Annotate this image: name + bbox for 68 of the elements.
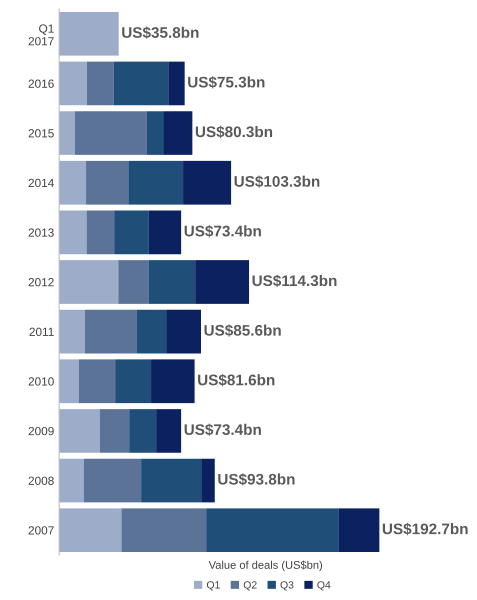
y-tick-label: 2008: [28, 476, 54, 485]
bar: [129, 409, 156, 453]
bar: [87, 62, 114, 106]
bar: [59, 12, 119, 56]
bar: [59, 160, 86, 205]
bar: [59, 409, 100, 453]
bar: [86, 210, 114, 254]
legend-label: Q2: [244, 581, 257, 590]
y-tick-label: 2015: [28, 129, 54, 138]
bar: [59, 458, 84, 502]
total-label: US$103.3bn: [234, 175, 320, 188]
bar: [100, 409, 130, 453]
total-label: US$80.3bn: [196, 126, 272, 138]
total-label: US$114.3bn: [252, 274, 336, 288]
bar: [195, 260, 250, 304]
bar: [116, 359, 152, 404]
bar: [59, 310, 85, 354]
bar: [84, 458, 142, 502]
total-label: US$73.4bn: [184, 224, 261, 238]
y-tick-label: 2014: [28, 178, 54, 188]
bar: [166, 310, 202, 354]
bar: [59, 111, 75, 155]
legend-label: Q3: [280, 581, 294, 590]
total-label: US$81.6bn: [198, 374, 274, 386]
y-tick-label: 2016: [28, 79, 54, 88]
total-label: US$35.8bn: [122, 26, 198, 39]
bar: [136, 310, 166, 354]
bar: [79, 359, 116, 404]
bar: [59, 359, 79, 404]
y-tick-label: 2009: [28, 426, 54, 436]
total-label: US$73.4bn: [184, 424, 261, 436]
legend-label: Q4: [317, 581, 330, 590]
bar: [59, 210, 87, 254]
y-tick-label: Q1 2017: [28, 24, 54, 46]
bar: [59, 508, 122, 552]
bar: [74, 111, 147, 155]
total-label: US$85.6bn: [204, 324, 281, 337]
bar: [86, 160, 129, 205]
bar: [141, 458, 202, 502]
bar: [183, 160, 232, 205]
x-axis-title: Value of deals (US$bn): [208, 560, 322, 572]
bar: [338, 508, 380, 552]
y-tick-label: 2012: [28, 278, 54, 286]
bar: [151, 359, 195, 404]
bar: [118, 260, 149, 304]
bar: [114, 62, 169, 106]
bar: [206, 508, 339, 552]
bar: [201, 458, 215, 502]
bar: [156, 409, 182, 453]
bar: [128, 160, 184, 205]
y-tick-label: 2007: [28, 526, 54, 535]
bar: [148, 260, 196, 304]
total-label: US$75.3bn: [188, 76, 264, 89]
y-tick-label: 2011: [29, 328, 54, 336]
bar: [59, 260, 118, 304]
bar: [168, 62, 185, 106]
bar: [114, 210, 149, 254]
y-tick-label: 2013: [28, 228, 54, 237]
bar: [146, 111, 164, 155]
y-tick-label: 2010: [28, 377, 54, 386]
bar: [84, 310, 137, 354]
total-label: US$93.8bn: [218, 473, 295, 486]
bar: [122, 508, 206, 552]
bar: [59, 62, 88, 106]
legend-label: Q1: [206, 581, 220, 590]
total-label: US$192.7bn: [382, 522, 468, 536]
bar: [148, 210, 182, 254]
bar: [164, 111, 192, 155]
